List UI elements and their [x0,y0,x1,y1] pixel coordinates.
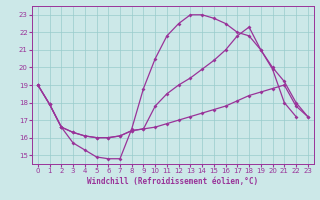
X-axis label: Windchill (Refroidissement éolien,°C): Windchill (Refroidissement éolien,°C) [87,177,258,186]
